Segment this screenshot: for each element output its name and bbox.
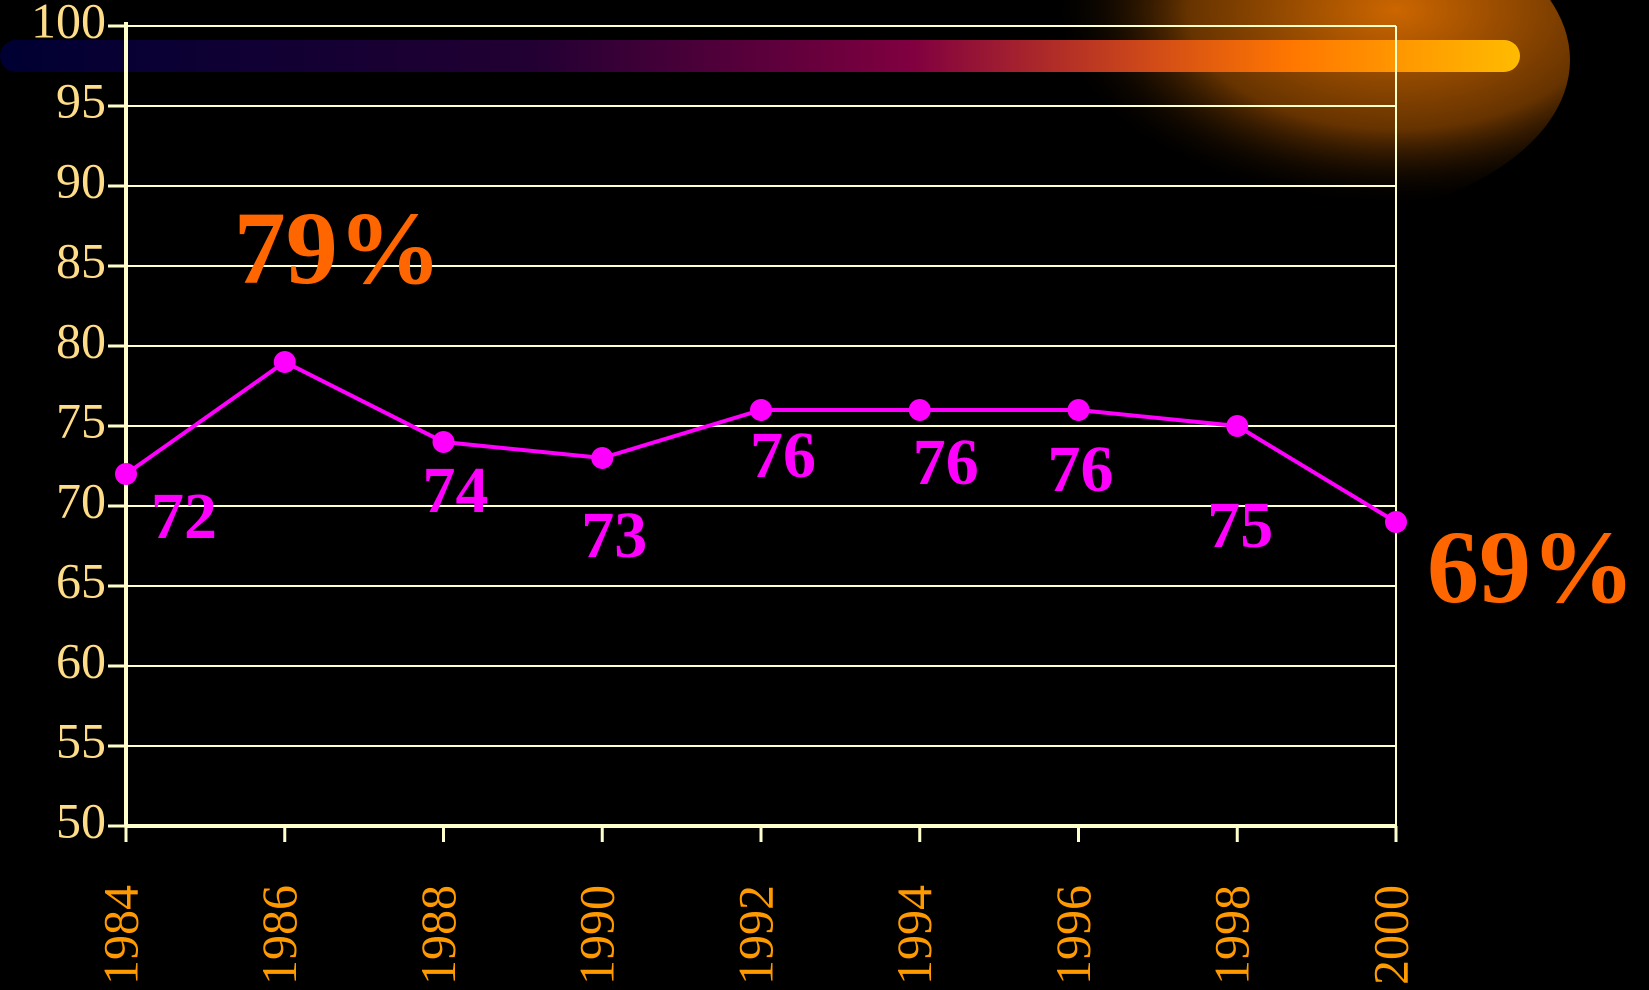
data-label: 75 [1207,489,1273,562]
data-label: 73 [581,499,647,572]
marker [115,463,137,485]
marker [1385,511,1407,533]
y-tick-label: 65 [56,552,106,608]
x-tick-label: 1986 [251,885,307,985]
decoration-band [0,40,1520,72]
x-tick-label: 1984 [92,885,148,985]
marker [750,399,772,421]
data-label: 74 [423,454,489,527]
y-tick-label: 85 [56,232,106,288]
marker [1226,415,1249,437]
data-label: 72 [151,480,217,553]
marker [1067,399,1090,421]
data-label: 76 [913,426,979,499]
y-tick-label: 80 [56,312,106,368]
y-tick-label: 100 [31,0,106,48]
y-tick-label: 90 [56,152,106,208]
x-tick-label: 1990 [569,885,625,985]
marker [591,447,614,469]
y-tick-label: 55 [56,712,106,768]
y-tick-label: 75 [56,392,106,448]
data-label: 76 [1048,433,1114,506]
x-tick-label: 1992 [727,885,783,985]
y-tick-label: 60 [56,632,106,688]
data-label: 76 [750,419,816,492]
data-label: 79% [234,191,442,306]
x-tick-label: 1996 [1045,885,1101,985]
y-tick-label: 50 [56,792,106,848]
x-tick-label: 1998 [1204,885,1260,985]
marker [908,399,931,421]
x-tick-label: 1994 [886,885,942,985]
x-tick-label: 1988 [410,885,466,985]
marker [432,431,455,453]
marker [273,351,296,373]
plot: 50 55 60 65 70 75 80 85 90 95 100 1984 1986 1988 1990 1… [31,0,1635,985]
x-tick-label: 2000 [1362,885,1418,985]
y-tick-label: 95 [56,72,106,128]
y-tick-label: 70 [56,472,106,528]
data-label: 69% [1427,510,1635,625]
